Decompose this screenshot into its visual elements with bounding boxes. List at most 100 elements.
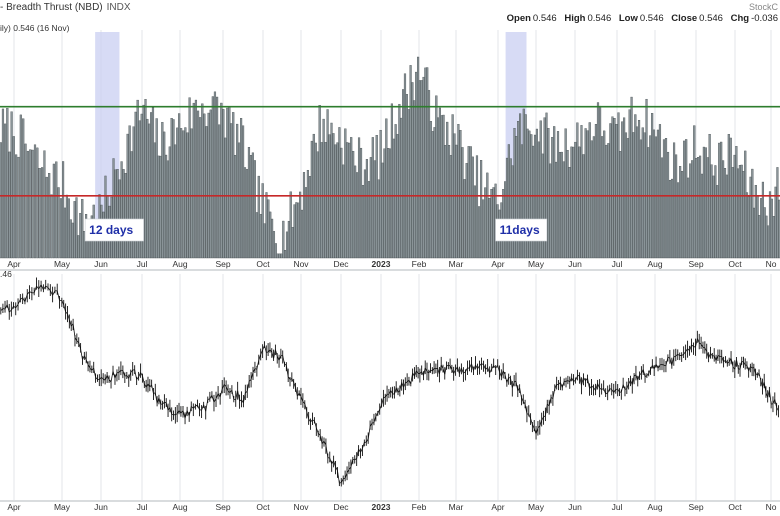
bottom-x-tick-label: Sep	[215, 502, 230, 512]
bottom-x-tick-label: Oct	[728, 502, 742, 512]
bar	[363, 169, 367, 259]
price-segment	[491, 365, 495, 370]
price-segment	[758, 373, 762, 381]
price-segment	[511, 382, 515, 388]
bar	[511, 165, 514, 259]
bar	[336, 142, 339, 259]
bar	[367, 181, 370, 259]
price-segment	[497, 365, 500, 373]
bar	[216, 96, 219, 259]
price-segment	[545, 404, 548, 416]
top-x-tick-label: May	[54, 259, 71, 269]
price-segment	[648, 369, 651, 374]
bar	[455, 144, 458, 259]
bar	[228, 107, 231, 259]
bar	[723, 168, 727, 259]
bar	[576, 122, 579, 259]
bar	[136, 99, 139, 259]
price-segment	[399, 382, 403, 391]
price-segment	[401, 382, 404, 388]
price-segment	[631, 375, 635, 385]
price-segment	[207, 398, 210, 400]
price-segment	[696, 338, 700, 344]
bar	[213, 91, 217, 259]
price-segment	[176, 410, 180, 414]
price-segment	[581, 377, 584, 386]
bar	[639, 139, 642, 259]
bar	[61, 161, 65, 259]
bar	[634, 114, 637, 259]
price-segment	[89, 367, 93, 371]
bar	[619, 151, 622, 259]
bar	[310, 140, 313, 259]
bar	[555, 161, 558, 259]
bar	[166, 160, 170, 259]
price-segment	[548, 397, 552, 406]
price-segment	[774, 399, 777, 408]
bar	[287, 220, 290, 259]
bar	[354, 165, 357, 259]
price-segment	[143, 383, 147, 388]
bar	[601, 136, 604, 259]
price-segment	[489, 368, 493, 374]
bar	[130, 151, 133, 259]
bottom-x-tick-label: Nov	[293, 502, 309, 512]
bar	[263, 223, 266, 259]
bar	[749, 176, 752, 259]
price-segment	[379, 404, 382, 410]
bar	[588, 122, 591, 259]
price-segment	[481, 363, 484, 366]
bar	[693, 125, 696, 259]
bar	[662, 139, 666, 259]
price-segment	[571, 377, 574, 382]
bar	[695, 157, 698, 259]
price-segment	[258, 354, 262, 361]
bar	[560, 151, 563, 259]
price-segment	[319, 435, 323, 444]
price-segment	[530, 418, 533, 425]
bar	[184, 127, 187, 259]
price-segment	[591, 385, 594, 388]
price-segment	[405, 381, 408, 384]
bar	[658, 124, 662, 259]
bar	[613, 118, 616, 259]
price-segment	[15, 304, 19, 309]
price-segment	[504, 374, 508, 383]
bar	[316, 151, 319, 259]
price-segment	[558, 382, 561, 385]
price-segment	[49, 290, 53, 296]
price-segment	[302, 401, 306, 404]
price-segment	[599, 387, 602, 390]
bar	[416, 56, 420, 259]
bar	[164, 154, 168, 259]
price-segment	[369, 422, 373, 427]
price-segment	[444, 365, 447, 375]
price-segment	[78, 342, 81, 349]
price-segment	[167, 407, 171, 411]
price-segment	[13, 305, 16, 309]
price-segment	[765, 392, 769, 398]
bar	[257, 175, 260, 259]
price-segment	[388, 390, 392, 395]
bar	[488, 197, 491, 259]
price-segment	[278, 355, 282, 361]
bar	[388, 148, 392, 259]
bar	[75, 197, 78, 259]
price-segment	[630, 380, 633, 385]
price-segment	[348, 466, 352, 470]
bar	[718, 142, 721, 259]
price-segment	[100, 377, 104, 380]
price-segment	[414, 370, 417, 377]
bar	[148, 123, 151, 259]
price-segment	[323, 440, 327, 446]
bar	[457, 124, 460, 259]
price-segment	[641, 369, 644, 374]
price-segment	[595, 383, 598, 391]
bar	[43, 150, 46, 259]
bar	[207, 112, 210, 259]
bar	[744, 150, 747, 259]
price-segment	[677, 353, 680, 356]
bottom-x-tick-label: Apr	[7, 502, 20, 512]
price-segment	[312, 419, 315, 421]
